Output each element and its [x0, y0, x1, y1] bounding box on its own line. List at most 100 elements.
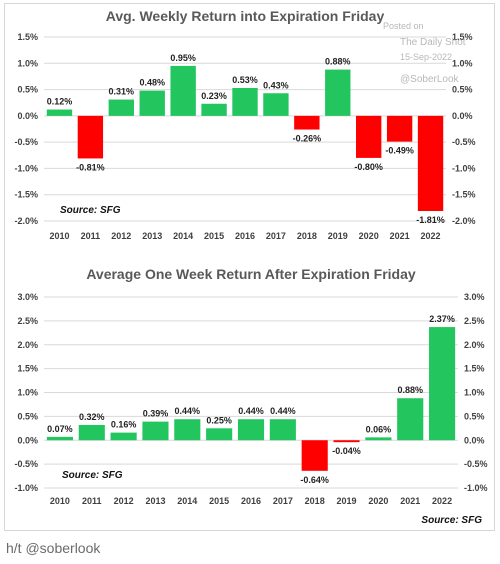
- x-tick-label: 2011: [82, 496, 102, 506]
- x-tick-label: 2017: [266, 231, 286, 241]
- data-label: 0.88%: [397, 385, 423, 395]
- x-tick-label: 2011: [81, 231, 101, 241]
- x-tick-label: 2014: [173, 231, 193, 241]
- y-tick-label-right: -0.5%: [452, 137, 476, 147]
- bar: [263, 93, 289, 116]
- bar: [77, 115, 104, 159]
- bar: [237, 419, 265, 441]
- y-tick-label-right: -2.0%: [452, 216, 476, 226]
- data-label: 0.44%: [175, 406, 201, 416]
- y-tick-label-right: 1.5%: [452, 32, 473, 42]
- x-tick-label: 2012: [111, 231, 131, 241]
- y-tick-label-right: 1.0%: [464, 388, 485, 398]
- watermark-handle: @SoberLook: [400, 74, 459, 85]
- source-note: Source: SFG: [60, 205, 121, 216]
- y-tick-label-right: -1.0%: [452, 163, 476, 173]
- y-tick-label: -0.5%: [14, 459, 38, 469]
- y-tick-label-right: 0.5%: [464, 411, 485, 421]
- x-tick-label: 2010: [49, 231, 69, 241]
- y-tick-label: -2.0%: [14, 216, 38, 226]
- watermark-posted-on: Posted on: [383, 21, 424, 31]
- bar: [46, 436, 73, 441]
- data-label: -0.64%: [300, 475, 329, 485]
- x-tick-label: 2010: [50, 496, 70, 506]
- x-tick-label: 2014: [177, 496, 197, 506]
- y-tick-label-right: 3.0%: [464, 292, 485, 302]
- data-label: 0.95%: [170, 53, 196, 63]
- bar: [108, 99, 134, 116]
- x-tick-label: 2015: [209, 496, 229, 506]
- bar: [397, 398, 424, 441]
- x-tick-label: 2018: [297, 231, 317, 241]
- x-tick-label: 2021: [400, 496, 420, 506]
- data-label: 0.16%: [111, 420, 137, 430]
- bar: [232, 87, 258, 116]
- y-tick-label-right: 2.5%: [464, 316, 485, 326]
- y-tick-label: -1.5%: [14, 190, 38, 200]
- bar: [294, 115, 320, 130]
- y-tick-label: -1.0%: [14, 163, 38, 173]
- x-tick-label: 2012: [114, 496, 134, 506]
- bar: [429, 327, 456, 441]
- x-tick-label: 2019: [337, 496, 357, 506]
- bar: [301, 440, 328, 471]
- x-tick-label: 2015: [204, 231, 224, 241]
- y-tick-label: 0.0%: [17, 111, 38, 121]
- bar: [269, 419, 296, 441]
- source-note-bottom: Source: SFG: [421, 515, 482, 526]
- bar: [386, 115, 413, 142]
- y-tick-label: 1.0%: [17, 388, 38, 398]
- y-tick-label: 0.0%: [17, 435, 38, 445]
- x-tick-label: 2021: [390, 231, 410, 241]
- y-tick-label: -0.5%: [14, 137, 38, 147]
- data-label: 0.06%: [366, 424, 392, 434]
- y-tick-label-right: 0.0%: [464, 435, 485, 445]
- data-label: 0.32%: [79, 412, 105, 422]
- y-tick-label: 0.5%: [17, 85, 38, 95]
- data-label: 0.53%: [232, 75, 258, 85]
- data-label: 0.25%: [206, 415, 232, 425]
- data-label: 0.88%: [325, 57, 351, 67]
- x-tick-label: 2013: [142, 231, 162, 241]
- bar: [142, 421, 169, 441]
- bar: [206, 428, 233, 441]
- y-tick-label: -1.0%: [14, 483, 38, 493]
- y-tick-label: 2.5%: [17, 316, 38, 326]
- data-label: -0.49%: [385, 146, 414, 156]
- data-label: -1.81%: [416, 215, 445, 225]
- bar: [365, 437, 392, 441]
- data-label: 0.12%: [47, 97, 73, 107]
- source-note: Source: SFG: [62, 470, 123, 481]
- x-tick-label: 2022: [432, 496, 452, 506]
- y-tick-label: 0.5%: [17, 411, 38, 421]
- watermark-date: 15-Sep-2022: [400, 52, 453, 62]
- bar: [110, 432, 137, 441]
- data-label: 0.44%: [238, 406, 264, 416]
- x-tick-label: 2019: [328, 231, 348, 241]
- data-label: -0.04%: [332, 446, 361, 456]
- y-tick-label-right: 1.0%: [452, 58, 473, 68]
- y-tick-label-right: 2.0%: [464, 340, 485, 350]
- bar: [78, 424, 105, 441]
- x-tick-label: 2016: [235, 231, 255, 241]
- bar: [139, 90, 165, 116]
- data-label: -0.81%: [76, 162, 105, 172]
- y-tick-label: 2.0%: [17, 340, 38, 350]
- x-tick-label: 2020: [368, 496, 388, 506]
- x-tick-label: 2016: [241, 496, 261, 506]
- data-label: 0.44%: [270, 406, 296, 416]
- bar: [356, 115, 382, 158]
- y-tick-label-right: 1.5%: [464, 364, 485, 374]
- x-tick-label: 2018: [305, 496, 325, 506]
- data-label: 2.37%: [429, 314, 455, 324]
- y-tick-label-right: 0.0%: [452, 111, 473, 121]
- y-tick-label-right: -1.0%: [464, 483, 488, 493]
- data-label: 0.43%: [263, 80, 289, 90]
- x-tick-label: 2022: [421, 231, 441, 241]
- bar: [333, 440, 360, 443]
- y-tick-label: 3.0%: [17, 292, 38, 302]
- x-tick-label: 2017: [273, 496, 293, 506]
- credit-text: h/t @soberlook: [6, 540, 101, 556]
- y-tick-label: 1.5%: [17, 364, 38, 374]
